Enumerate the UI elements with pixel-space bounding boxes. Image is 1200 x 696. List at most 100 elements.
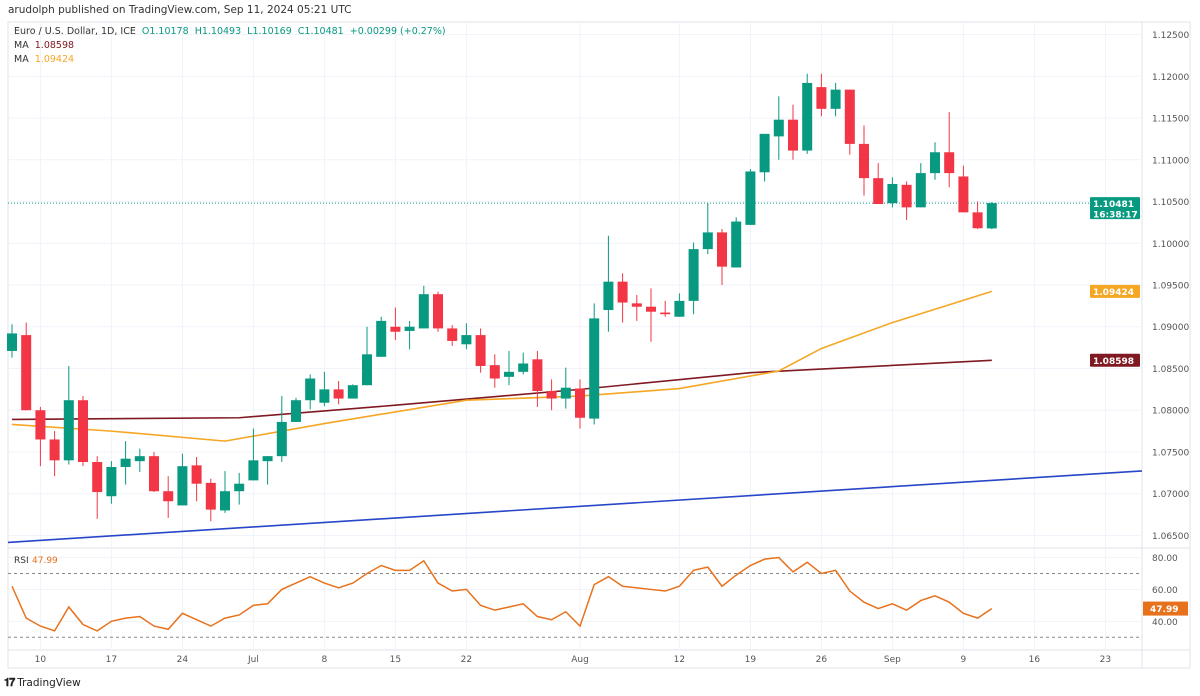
candle-body	[276, 421, 287, 457]
candle-body	[489, 365, 500, 379]
candle-body	[191, 465, 202, 484]
candle[interactable]	[120, 441, 131, 485]
candle-body	[944, 152, 955, 174]
candle[interactable]	[333, 381, 344, 405]
candle[interactable]	[915, 163, 926, 208]
candle-body	[149, 456, 159, 492]
candle[interactable]	[873, 163, 884, 205]
candle[interactable]	[49, 431, 60, 477]
candle[interactable]	[376, 316, 387, 357]
candle[interactable]	[575, 379, 585, 429]
candle[interactable]	[660, 300, 671, 317]
candle-body	[418, 294, 429, 329]
candle-body	[63, 400, 74, 461]
candle[interactable]	[646, 288, 656, 342]
candle[interactable]	[759, 133, 770, 182]
candle[interactable]	[319, 371, 330, 407]
high-value: H1.10493	[194, 26, 242, 37]
candle[interactable]	[504, 350, 514, 386]
candle[interactable]	[603, 235, 614, 332]
time-tick-label: 16	[1029, 655, 1041, 665]
candle[interactable]	[7, 324, 17, 358]
candle[interactable]	[390, 307, 401, 341]
candle-body	[901, 184, 912, 208]
candle[interactable]	[887, 177, 898, 208]
candle[interactable]	[35, 406, 46, 467]
candle[interactable]	[731, 217, 742, 268]
candle[interactable]	[149, 451, 159, 493]
candle[interactable]	[262, 456, 273, 485]
candle[interactable]	[489, 354, 500, 388]
candle[interactable]	[930, 142, 940, 180]
candle[interactable]	[986, 202, 997, 230]
published-by: arudolph published on TradingView.com, S…	[8, 4, 352, 16]
candle[interactable]	[347, 384, 358, 399]
candle[interactable]	[788, 104, 798, 160]
candle-body	[546, 391, 557, 399]
candle[interactable]	[560, 367, 571, 409]
candle[interactable]	[205, 478, 216, 522]
candle[interactable]	[972, 201, 983, 230]
candle[interactable]	[134, 448, 145, 473]
candle[interactable]	[589, 303, 600, 425]
candle[interactable]	[305, 374, 316, 410]
candle[interactable]	[418, 285, 429, 329]
candle[interactable]	[78, 396, 88, 467]
candle[interactable]	[830, 82, 841, 117]
ma-slow-legend[interactable]: MA 1.08598	[14, 39, 446, 53]
candle[interactable]	[901, 181, 912, 220]
ma-fast-legend[interactable]: MA 1.09424	[14, 53, 446, 67]
candle[interactable]	[816, 73, 827, 117]
candle-body	[759, 133, 770, 173]
candle[interactable]	[220, 471, 230, 513]
candle[interactable]	[717, 229, 727, 285]
candle[interactable]	[291, 397, 301, 422]
candle[interactable]	[745, 168, 756, 225]
candle[interactable]	[163, 476, 174, 518]
tradingview-logo[interactable]: 𝟏𝟕 TradingView	[4, 676, 81, 690]
candle[interactable]	[631, 295, 642, 321]
candle-body	[461, 335, 472, 345]
candle[interactable]	[248, 428, 259, 481]
close-value: C1.10481	[297, 26, 344, 37]
candle[interactable]	[688, 242, 699, 315]
candle-body	[362, 354, 372, 386]
time-tick-label: 8	[322, 655, 328, 665]
candle[interactable]	[177, 453, 188, 506]
candle[interactable]	[518, 352, 529, 375]
candle[interactable]	[958, 165, 969, 213]
candle[interactable]	[447, 325, 458, 346]
candle-body	[660, 312, 671, 315]
symbol-title[interactable]: Euro / U.S. Dollar, 1D, ICE	[14, 26, 136, 37]
candle[interactable]	[802, 73, 813, 154]
candle[interactable]	[106, 461, 117, 504]
candle[interactable]	[191, 456, 202, 502]
candle[interactable]	[234, 472, 245, 505]
candle[interactable]	[844, 89, 855, 155]
candle[interactable]	[475, 328, 486, 373]
candle-body	[930, 152, 940, 174]
candle[interactable]	[404, 320, 415, 350]
candle[interactable]	[21, 322, 32, 411]
candle[interactable]	[617, 273, 628, 323]
candle-body	[163, 491, 174, 502]
rsi-tick-label: 80.00	[1152, 554, 1178, 564]
candle[interactable]	[92, 456, 103, 519]
candle[interactable]	[859, 125, 869, 196]
candle[interactable]	[674, 293, 685, 317]
candle-body	[617, 281, 628, 303]
candle-body	[106, 467, 117, 497]
candle[interactable]	[276, 396, 287, 463]
ma-fast-badge-text: 1.09424	[1093, 288, 1134, 298]
candle[interactable]	[702, 203, 713, 255]
candle[interactable]	[433, 291, 443, 332]
candle[interactable]	[773, 96, 784, 160]
candle[interactable]	[532, 350, 543, 407]
candle[interactable]	[546, 379, 557, 411]
candle[interactable]	[461, 323, 472, 350]
ma-label: MA	[14, 54, 29, 65]
candle[interactable]	[362, 326, 372, 386]
candle[interactable]	[63, 365, 74, 465]
candle[interactable]	[944, 112, 955, 188]
